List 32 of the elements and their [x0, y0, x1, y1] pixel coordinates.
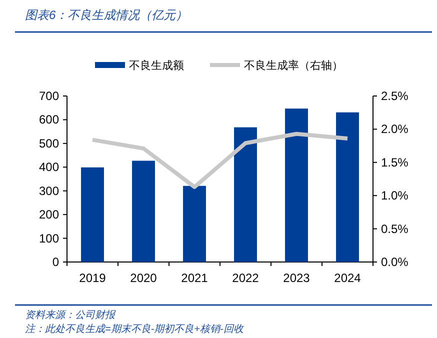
legend-label: 不良生成率（右轴） — [244, 59, 343, 72]
chart-title: 图表6：不良生成情况（亿元） — [25, 8, 188, 22]
line-series — [90, 132, 350, 189]
x-tick-label: 2024 — [334, 271, 362, 285]
bar — [183, 186, 206, 262]
text: 资料来源：公司财报 — [25, 309, 116, 321]
bar — [81, 167, 104, 262]
y2-tick-label: 0.0% — [381, 255, 409, 269]
y-tick-label: 0 — [52, 255, 60, 269]
y-tick-label: 300 — [38, 184, 60, 198]
x-tick-label: 2023 — [283, 271, 310, 285]
y2-tick-label: 2.0% — [381, 122, 409, 136]
y2-tick-label: 2.5% — [381, 89, 409, 103]
y-tick-label: 400 — [38, 160, 60, 174]
x-tick-label: 2021 — [181, 271, 208, 285]
bar — [336, 112, 359, 262]
x-tick-label: 2019 — [79, 271, 106, 285]
x-tick-label: 2020 — [130, 271, 158, 285]
y2-tick-label: 0.5% — [381, 222, 409, 236]
x-tick-label: 2022 — [232, 271, 260, 285]
y-tick-label: 700 — [38, 89, 60, 103]
bar — [132, 160, 155, 262]
bar — [285, 108, 308, 262]
y2-tick-label: 1.0% — [381, 188, 409, 203]
y-tick-label: 100 — [38, 231, 60, 246]
y2-tick-label: 1.5% — [381, 155, 409, 170]
y-tick-label: 500 — [38, 136, 60, 150]
legend-label: 不良生成额 — [129, 59, 184, 72]
y-tick-label: 200 — [38, 208, 60, 222]
y-tick-label: 600 — [38, 112, 60, 127]
text: 注：此处不良生成=期末不良-期初不良+核销-回收 — [25, 323, 244, 335]
bar — [234, 127, 257, 262]
